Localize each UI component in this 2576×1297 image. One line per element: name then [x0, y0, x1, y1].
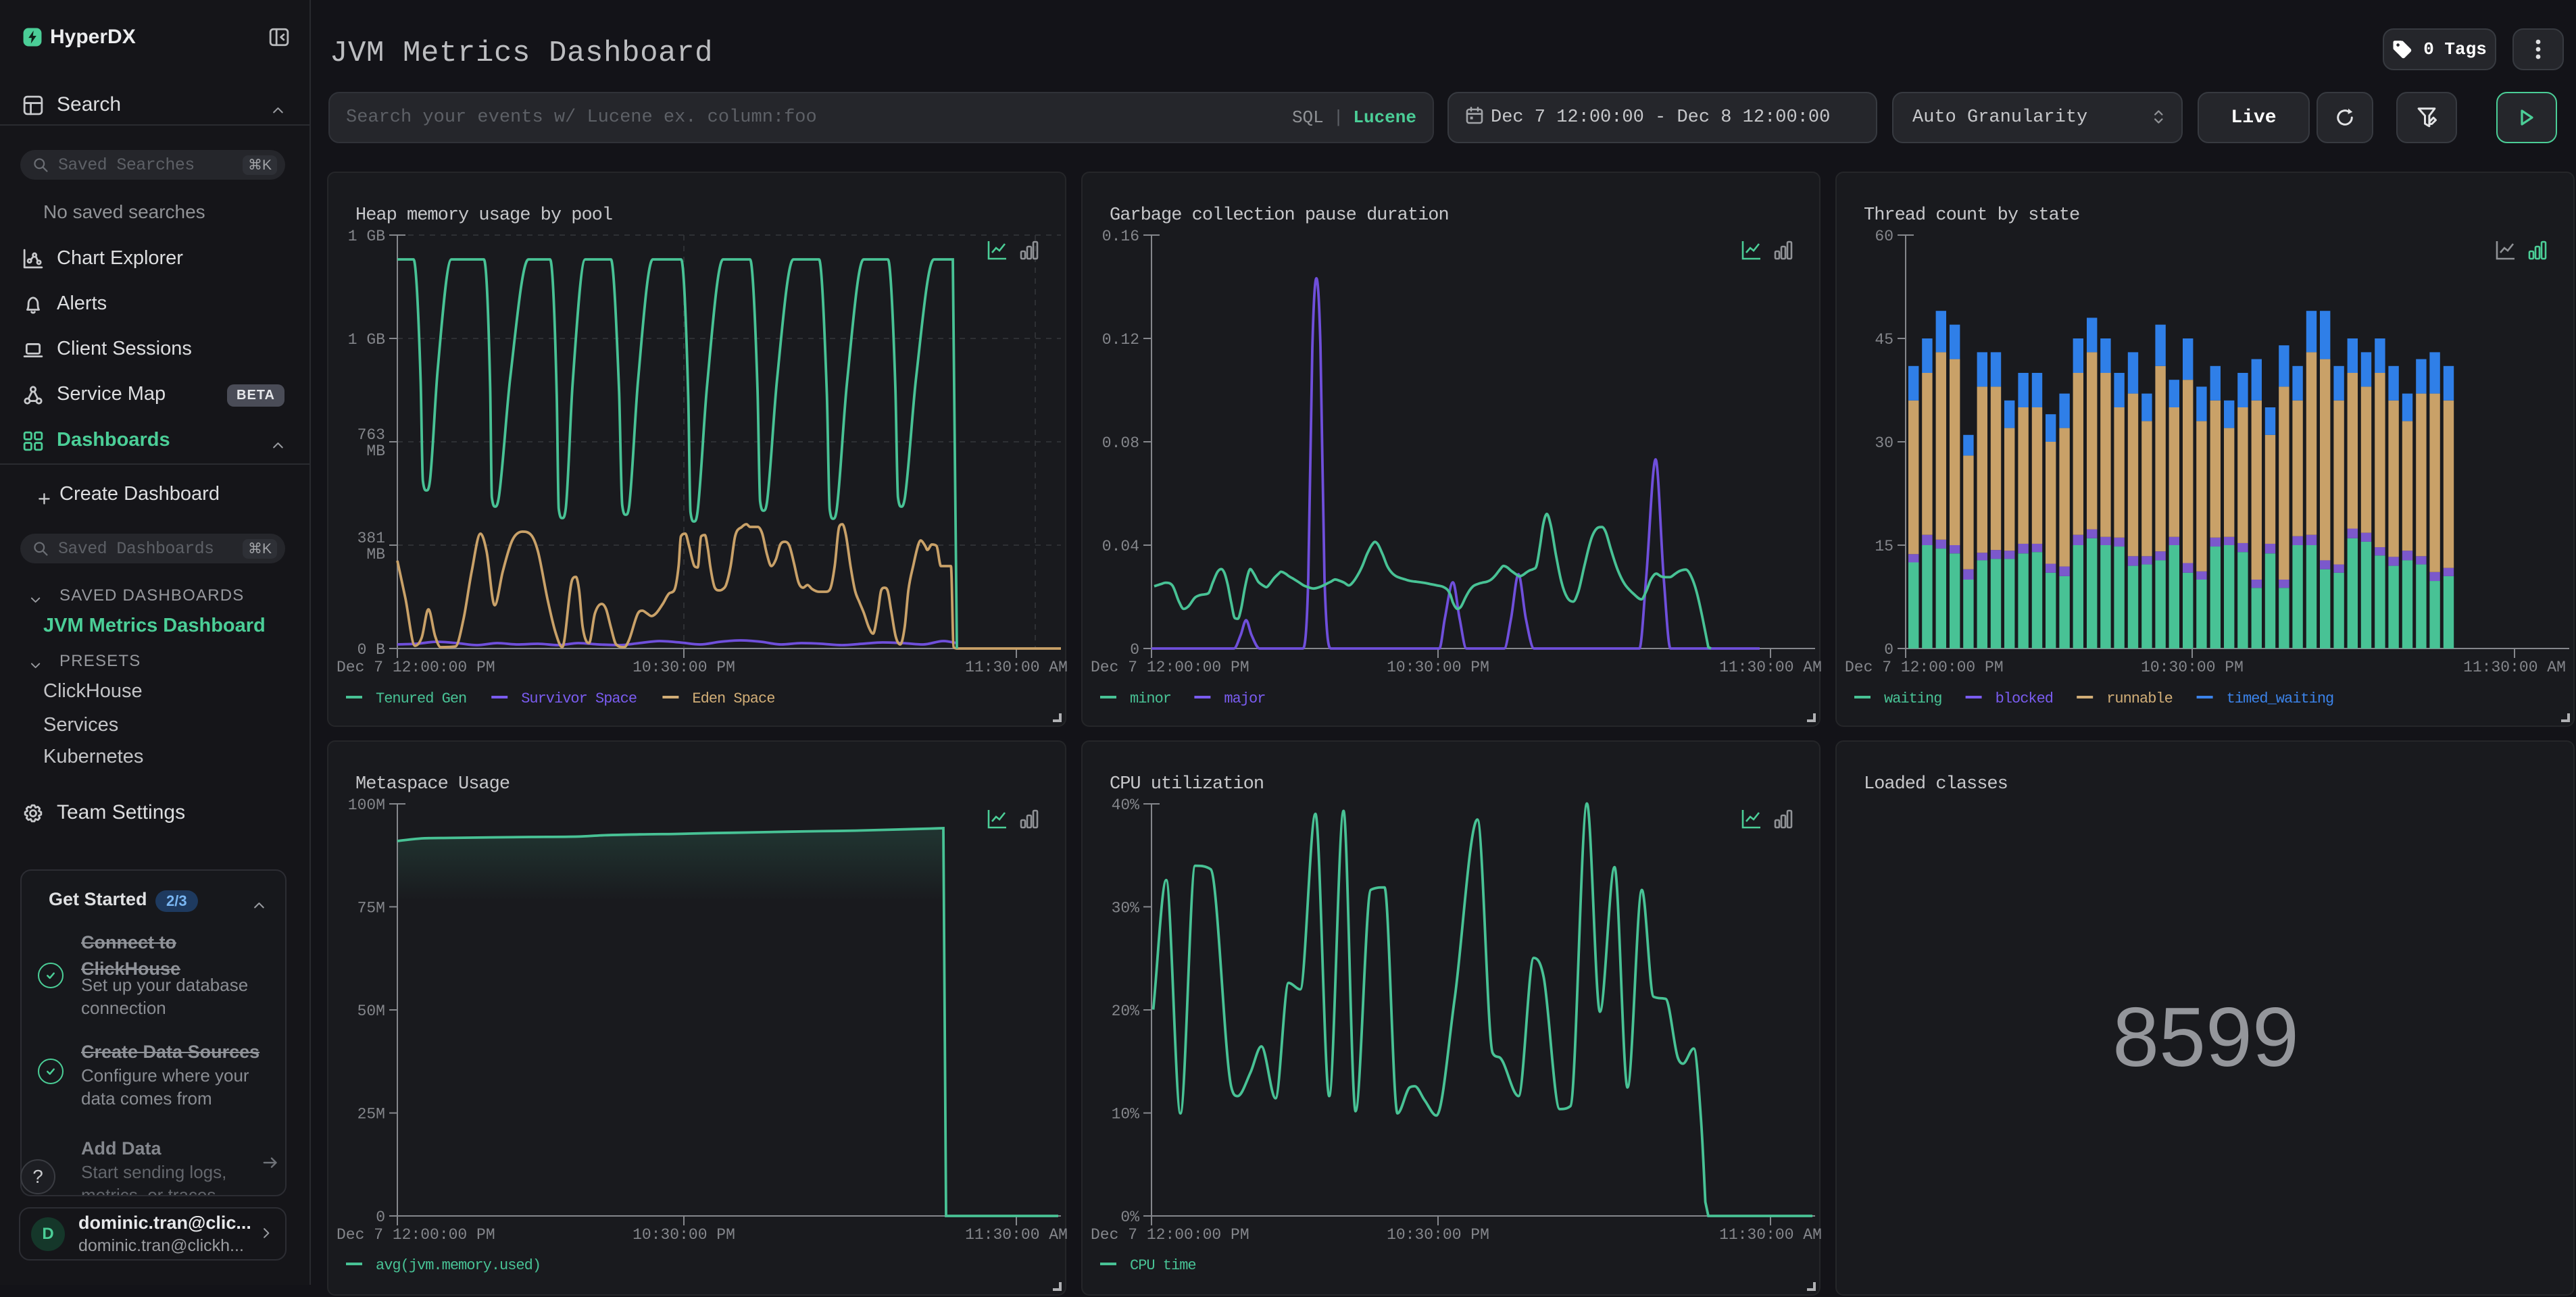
svg-text:20%: 20% — [1112, 1002, 1140, 1020]
svg-text:60: 60 — [1875, 228, 1893, 245]
svg-text:11:30:00 AM: 11:30:00 AM — [1719, 659, 1822, 676]
svg-text:30%: 30% — [1112, 899, 1140, 917]
svg-text:0.04: 0.04 — [1102, 538, 1139, 555]
svg-text:10:30:00 PM: 10:30:00 PM — [2141, 659, 2244, 676]
svg-text:11:30:00 AM: 11:30:00 AM — [1719, 1226, 1822, 1244]
svg-text:Dec 7 12:00:00 PM: Dec 7 12:00:00 PM — [1091, 1226, 1249, 1244]
svg-text:763: 763 — [357, 426, 385, 444]
svg-text:0: 0 — [376, 1209, 385, 1226]
svg-text:11:30:00 AM: 11:30:00 AM — [2463, 659, 2566, 676]
svg-text:waiting: waiting — [1884, 690, 1941, 707]
svg-text:10:30:00 PM: 10:30:00 PM — [1387, 659, 1489, 676]
svg-text:11:30:00 AM: 11:30:00 AM — [965, 659, 1068, 676]
svg-text:blocked: blocked — [1996, 690, 2053, 707]
svg-text:0.12: 0.12 — [1102, 331, 1139, 349]
svg-text:MB: MB — [366, 442, 385, 460]
svg-text:Dec 7 12:00:00 PM: Dec 7 12:00:00 PM — [1091, 659, 1249, 676]
svg-text:50M: 50M — [357, 1002, 385, 1020]
svg-text:1 GB: 1 GB — [348, 331, 385, 349]
svg-text:0: 0 — [1884, 641, 1893, 659]
svg-text:1 GB: 1 GB — [348, 228, 385, 245]
svg-text:0: 0 — [1130, 641, 1139, 659]
svg-text:100M: 100M — [348, 796, 385, 814]
svg-text:Dec 7 12:00:00 PM: Dec 7 12:00:00 PM — [337, 659, 495, 676]
svg-text:MB: MB — [366, 546, 385, 563]
svg-text:Dec 7 12:00:00 PM: Dec 7 12:00:00 PM — [1845, 659, 2004, 676]
svg-text:15: 15 — [1875, 538, 1893, 555]
svg-text:10:30:00 PM: 10:30:00 PM — [633, 659, 735, 676]
svg-text:0 B: 0 B — [357, 641, 385, 659]
svg-text:minor: minor — [1130, 690, 1171, 707]
svg-text:75M: 75M — [357, 899, 385, 917]
svg-text:10%: 10% — [1112, 1106, 1140, 1123]
svg-text:runnable: runnable — [2106, 690, 2173, 707]
svg-text:Tenured Gen: Tenured Gen — [376, 690, 466, 707]
svg-text:8599: 8599 — [2112, 991, 2299, 1084]
svg-text:25M: 25M — [357, 1106, 385, 1123]
svg-text:10:30:00 PM: 10:30:00 PM — [1387, 1226, 1489, 1244]
svg-text:0%: 0% — [1120, 1209, 1139, 1226]
svg-text:0.16: 0.16 — [1102, 228, 1139, 245]
svg-text:381: 381 — [357, 530, 385, 547]
svg-text:CPU time: CPU time — [1130, 1257, 1196, 1274]
svg-text:avg(jvm.memory.used): avg(jvm.memory.used) — [376, 1257, 541, 1274]
svg-text:45: 45 — [1875, 331, 1893, 349]
svg-text:10:30:00 PM: 10:30:00 PM — [633, 1226, 735, 1244]
svg-text:0.08: 0.08 — [1102, 434, 1139, 452]
svg-text:timed_waiting: timed_waiting — [2227, 690, 2334, 707]
svg-text:11:30:00 AM: 11:30:00 AM — [965, 1226, 1068, 1244]
svg-text:Dec 7 12:00:00 PM: Dec 7 12:00:00 PM — [337, 1226, 495, 1244]
svg-text:major: major — [1224, 690, 1265, 707]
svg-text:Eden Space: Eden Space — [692, 690, 774, 707]
svg-text:Survivor Space: Survivor Space — [521, 690, 637, 707]
svg-text:30: 30 — [1875, 434, 1893, 452]
svg-text:40%: 40% — [1112, 796, 1140, 814]
